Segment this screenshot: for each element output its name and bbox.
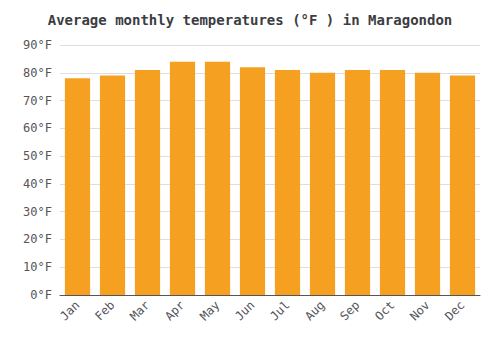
svg-text:Aug: Aug (302, 298, 327, 323)
svg-text:Jul: Jul (267, 298, 292, 323)
svg-text:Mar: Mar (127, 298, 152, 323)
svg-text:Nov: Nov (407, 298, 432, 323)
svg-text:20°F: 20°F (23, 232, 52, 246)
svg-text:Jan: Jan (57, 298, 82, 323)
svg-text:10°F: 10°F (23, 260, 52, 274)
svg-text:Jun: Jun (232, 298, 257, 323)
svg-text:May: May (197, 298, 222, 323)
svg-text:Sep: Sep (337, 298, 362, 323)
svg-text:Feb: Feb (92, 298, 117, 323)
svg-text:40°F: 40°F (23, 177, 52, 191)
svg-text:30°F: 30°F (23, 205, 52, 219)
svg-text:90°F: 90°F (23, 38, 52, 52)
svg-text:60°F: 60°F (23, 121, 52, 135)
svg-text:80°F: 80°F (23, 66, 52, 80)
svg-text:Average monthly temperatures (: Average monthly temperatures (°F ) in Ma… (48, 12, 453, 28)
svg-text:Oct: Oct (372, 298, 397, 323)
svg-text:Apr: Apr (162, 298, 187, 323)
svg-text:70°F: 70°F (23, 94, 52, 108)
svg-text:50°F: 50°F (23, 149, 52, 163)
svg-text:Dec: Dec (442, 298, 467, 323)
svg-text:0°F: 0°F (30, 288, 52, 302)
